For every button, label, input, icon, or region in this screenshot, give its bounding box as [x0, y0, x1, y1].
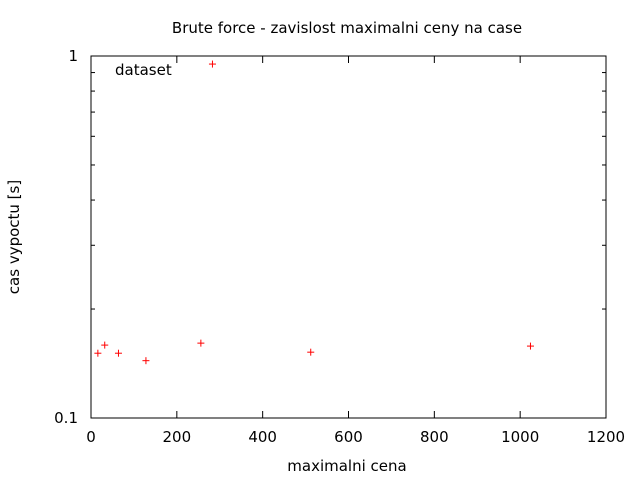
data-point: [114, 349, 122, 357]
y-tick-label: 1: [68, 47, 78, 65]
y-tick-label: 0.1: [54, 409, 78, 427]
data-point: [208, 60, 216, 68]
plot-frame: [90, 55, 607, 419]
data-point: [94, 349, 102, 357]
x-tick-label: 800: [420, 428, 449, 446]
data-point: [307, 348, 315, 356]
x-tick-label: 600: [334, 428, 363, 446]
legend: dataset: [115, 61, 172, 79]
x-tick-label: 1000: [501, 428, 539, 446]
data-points: [94, 60, 534, 365]
x-tick-label: 200: [163, 428, 192, 446]
x-axis-ticks: 0 200 400 600 800 1000 1200: [86, 56, 625, 446]
x-axis-label: maximalni cena: [287, 457, 406, 475]
data-point: [101, 341, 109, 349]
legend-label: dataset: [115, 61, 172, 79]
data-point: [526, 342, 534, 350]
x-tick-label: 0: [86, 428, 96, 446]
x-tick-label: 400: [248, 428, 277, 446]
data-point: [142, 357, 150, 365]
chart-title: Brute force - zavislost maximalni ceny n…: [172, 19, 522, 37]
y-axis-ticks: 0.11: [54, 47, 606, 427]
x-tick-label: 1200: [587, 428, 625, 446]
data-point: [197, 339, 205, 347]
y-axis-label: cas vypoctu [s]: [5, 180, 23, 294]
